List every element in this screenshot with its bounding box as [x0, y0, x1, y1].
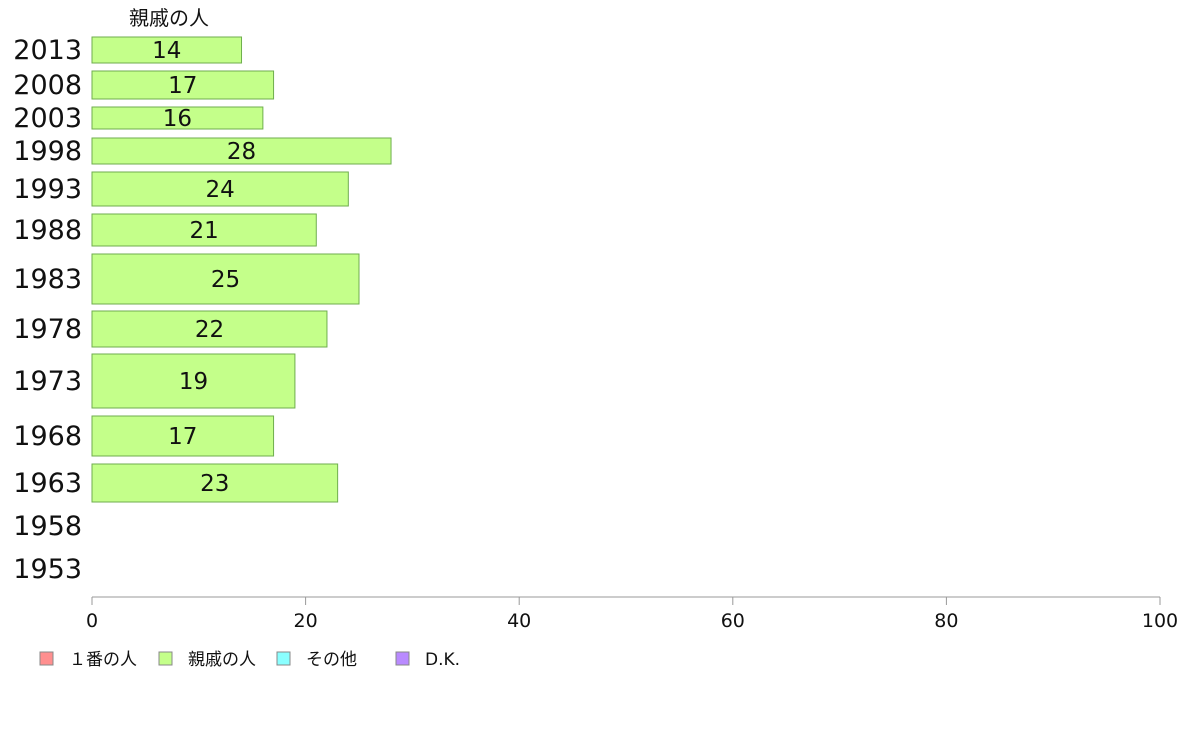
legend-label: その他	[306, 650, 357, 670]
category-label: 1983	[13, 264, 82, 295]
bar	[91, 463, 339, 503]
bar	[91, 415, 275, 457]
category-label: 2008	[13, 70, 82, 101]
bar-value-label: 25	[211, 267, 240, 293]
bar-value-label: 21	[189, 218, 218, 244]
category-label: 1958	[13, 511, 82, 542]
category-label: 2003	[13, 103, 82, 134]
bar	[91, 70, 275, 100]
x-tick-label: 40	[507, 610, 531, 632]
bar-value-label: 17	[168, 73, 197, 99]
category-label: 1973	[13, 366, 82, 397]
bar-value-label: 17	[168, 424, 197, 450]
bar	[91, 353, 296, 409]
legend-label: D.K.	[425, 650, 460, 670]
legend-label: 親戚の人	[188, 650, 256, 670]
category-label: 1988	[13, 215, 82, 246]
legend-swatch	[276, 651, 291, 666]
bar	[91, 310, 328, 348]
bar-value-label: 28	[227, 139, 256, 165]
bar	[91, 106, 264, 130]
bar	[91, 253, 360, 305]
category-label: 1968	[13, 421, 82, 452]
bar-value-label: 24	[206, 177, 235, 203]
x-tick-label: 20	[294, 610, 318, 632]
x-tick-label: 60	[721, 610, 745, 632]
bar	[91, 137, 392, 165]
x-axis: 0 20 40 60 80 100	[86, 596, 1178, 632]
legend-swatch	[39, 651, 54, 666]
category-label: 1978	[13, 314, 82, 345]
bar-value-label: 19	[179, 369, 208, 395]
legend-swatch	[395, 651, 410, 666]
legend-swatch	[158, 651, 173, 666]
bar-value-label: 16	[163, 106, 192, 132]
category-label: 1953	[13, 554, 82, 585]
category-label: 1993	[13, 174, 82, 205]
bar	[91, 171, 349, 207]
bar-value-label: 22	[195, 317, 224, 343]
x-tick-label: 80	[934, 610, 958, 632]
category-label: 1998	[13, 136, 82, 167]
series-title: 親戚の人	[129, 6, 209, 30]
bar-value-label: 14	[152, 38, 181, 64]
x-tick-label: 100	[1142, 610, 1178, 632]
bar	[91, 213, 317, 247]
category-label: 2013	[13, 35, 82, 66]
legend-label: １番の人	[69, 650, 137, 670]
category-label: 1963	[13, 468, 82, 499]
bar	[91, 36, 243, 64]
bar-value-label: 23	[200, 471, 229, 497]
legend: １番の人 親戚の人 その他 D.K.	[39, 650, 460, 670]
x-tick-label: 0	[86, 610, 98, 632]
